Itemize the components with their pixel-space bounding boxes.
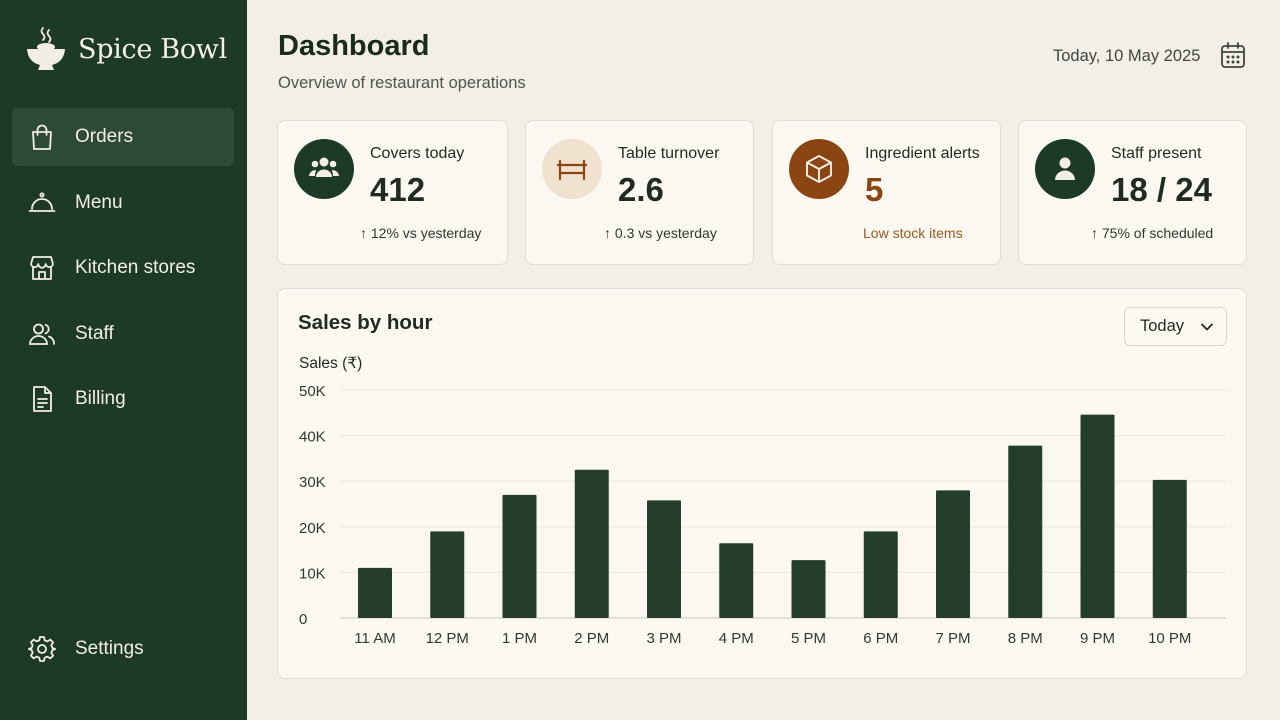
sidebar-item-label: Billing (75, 388, 126, 409)
x-tick-label: 12 PM (426, 630, 469, 647)
brand-name: Spice Bowl (78, 33, 227, 65)
shopping-bag-icon (32, 124, 52, 150)
sidebar-item-kitchen-stores[interactable]: Kitchen stores (12, 239, 234, 297)
stat-card-ingredient-alerts[interactable]: Ingredient alerts 5 Low stock items (772, 120, 1001, 265)
x-tick-label: 5 PM (791, 630, 826, 647)
page-title: Dashboard (278, 30, 430, 62)
sidebar-item-label: Settings (75, 638, 144, 659)
table-icon (556, 159, 588, 181)
y-tick-label: 50K (299, 383, 326, 400)
y-axis-label: Sales (₹) (299, 355, 362, 372)
period-dropdown-value: Today (1140, 317, 1185, 335)
cloche-icon (28, 192, 56, 212)
card-value: 2.6 (618, 171, 664, 208)
store-icon (30, 256, 54, 280)
x-tick-label: 8 PM (1008, 630, 1043, 647)
card-label: Covers today (370, 145, 465, 162)
bar (936, 490, 970, 618)
card-label: Ingredient alerts (865, 145, 980, 162)
card-note: Low stock items (863, 225, 963, 241)
bar (502, 494, 537, 618)
calendar-icon[interactable] (1220, 41, 1246, 69)
sidebar: Spice Bowl Orders Menu Kitc (0, 0, 247, 720)
x-tick-label: 10 PM (1148, 630, 1191, 647)
bowl-logo-icon (27, 27, 65, 70)
bar (719, 543, 754, 618)
x-tick-label: 3 PM (646, 630, 681, 647)
sidebar-item-label: Staff (75, 322, 114, 344)
y-tick-label: 0 (299, 611, 307, 628)
card-value: 412 (370, 171, 426, 208)
card-icon-circle (542, 139, 602, 199)
settings-area: Settings (12, 620, 234, 686)
sidebar-nav: Orders Menu Kitchen stores (12, 108, 234, 436)
sidebar-item-label: Kitchen stores (75, 257, 196, 278)
x-tick-label: 9 PM (1080, 630, 1115, 647)
chart-title: Sales by hour (298, 311, 433, 334)
card-icon-circle (1035, 139, 1095, 199)
bar (358, 567, 392, 618)
y-tick-label: 10K (299, 565, 326, 582)
current-date: Today, 10 May 2025 (1053, 47, 1201, 65)
x-tick-label: 1 PM (502, 630, 537, 647)
sales-bar-chart: Sales (₹) 0 10K 20K 30K 40K 50K 11 AM 12 PM 1 PM 2… (299, 355, 1226, 647)
x-tick-label: 4 PM (719, 630, 754, 647)
sidebar-item-staff[interactable]: Staff (12, 305, 234, 363)
x-tick-label: 2 PM (574, 630, 609, 647)
sidebar-item-orders[interactable]: Orders (12, 108, 234, 166)
sidebar-item-billing[interactable]: Billing (12, 370, 234, 428)
card-label: Staff present (1111, 145, 1202, 162)
stat-card-covers[interactable]: Covers today 412 ↑ 12% vs yesterday (277, 120, 508, 265)
card-note: ↑ 0.3 vs yesterday (604, 225, 717, 241)
sidebar-item-menu[interactable]: Menu (12, 174, 234, 232)
bar (574, 469, 609, 618)
stat-card-table-turnover[interactable]: Table turnover 2.6 ↑ 0.3 vs yesterday (525, 120, 754, 265)
brand[interactable]: Spice Bowl (26, 26, 227, 72)
box-icon (806, 155, 832, 183)
sales-chart-panel: Sales (₹) 0 10K 20K 30K 40K 50K 11 AM 12 PM 1 PM 2… (277, 288, 1247, 679)
gear-icon (28, 636, 56, 662)
x-tick-label: 11 AM (354, 630, 395, 647)
bar (647, 500, 681, 618)
bar (1080, 414, 1115, 618)
y-tick-label: 20K (299, 520, 326, 537)
users-icon (29, 323, 55, 345)
y-tick-label: 40K (299, 429, 326, 446)
stat-card-staff-present[interactable]: Staff present 18 / 24 ↑ 75% of scheduled (1018, 120, 1247, 265)
sidebar-item-settings[interactable]: Settings (12, 620, 234, 678)
users-icon (309, 157, 339, 177)
sidebar-item-label: Orders (75, 126, 134, 147)
card-note: ↑ 75% of scheduled (1091, 225, 1214, 241)
card-label: Table turnover (618, 145, 720, 162)
bar (430, 531, 465, 618)
sidebar-item-label: Menu (75, 191, 123, 213)
bar (1008, 445, 1043, 618)
card-value: 5 (865, 171, 884, 208)
bar (863, 531, 898, 618)
document-icon (33, 386, 52, 412)
chevron-down-icon (1201, 323, 1213, 331)
x-tick-label: 6 PM (863, 630, 898, 647)
x-tick-label: 7 PM (935, 630, 970, 647)
card-icon-circle (294, 139, 354, 199)
page-subtitle: Overview of restaurant operations (278, 74, 526, 92)
bar (791, 560, 826, 618)
y-tick-label: 30K (299, 474, 326, 491)
card-icon-circle (789, 139, 849, 199)
bar (1152, 479, 1187, 618)
period-dropdown[interactable]: Today (1124, 307, 1227, 346)
user-icon (1055, 157, 1075, 180)
card-value: 18 / 24 (1111, 171, 1212, 208)
card-note: ↑ 12% vs yesterday (360, 225, 482, 241)
